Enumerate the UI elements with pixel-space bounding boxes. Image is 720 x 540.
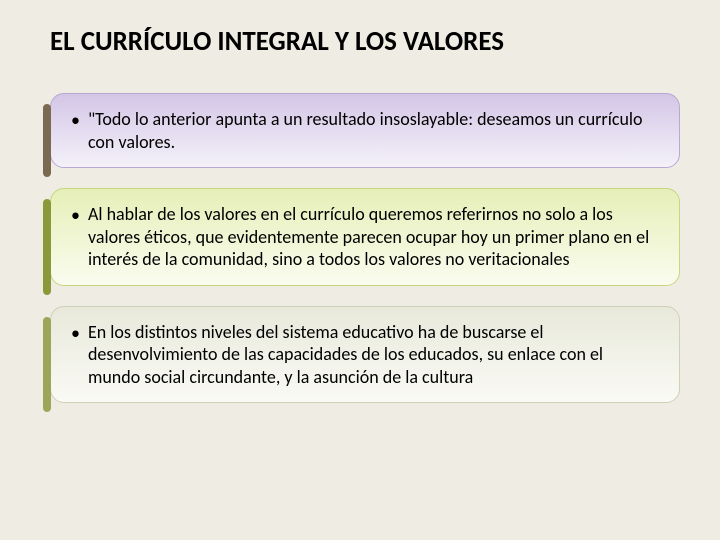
- card-1: • "Todo lo anterior apunta a un resultad…: [50, 93, 680, 168]
- card-1-text: "Todo lo anterior apunta a un resultado …: [88, 108, 655, 153]
- card-2: • Al hablar de los valores en el currícu…: [50, 188, 680, 286]
- card-2-content: • Al hablar de los valores en el currícu…: [71, 203, 655, 271]
- card-3-text: En los distintos niveles del sistema edu…: [88, 321, 655, 389]
- card-3-accent: [43, 317, 51, 413]
- card-3: • En los distintos niveles del sistema e…: [50, 306, 680, 404]
- slide: EL CURRÍCULO INTEGRAL Y LOS VALORES • "T…: [0, 0, 720, 540]
- bullet-icon: •: [71, 109, 80, 131]
- card-1-content: • "Todo lo anterior apunta a un resultad…: [71, 108, 655, 153]
- card-1-accent: [43, 104, 51, 177]
- card-2-text: Al hablar de los valores en el currículo…: [88, 203, 655, 271]
- card-2-accent: [43, 199, 51, 295]
- bullet-icon: •: [71, 204, 80, 226]
- bullet-icon: •: [71, 322, 80, 344]
- slide-title: EL CURRÍCULO INTEGRAL Y LOS VALORES: [50, 25, 680, 58]
- cards-container: • "Todo lo anterior apunta a un resultad…: [50, 93, 680, 403]
- card-3-content: • En los distintos niveles del sistema e…: [71, 321, 655, 389]
